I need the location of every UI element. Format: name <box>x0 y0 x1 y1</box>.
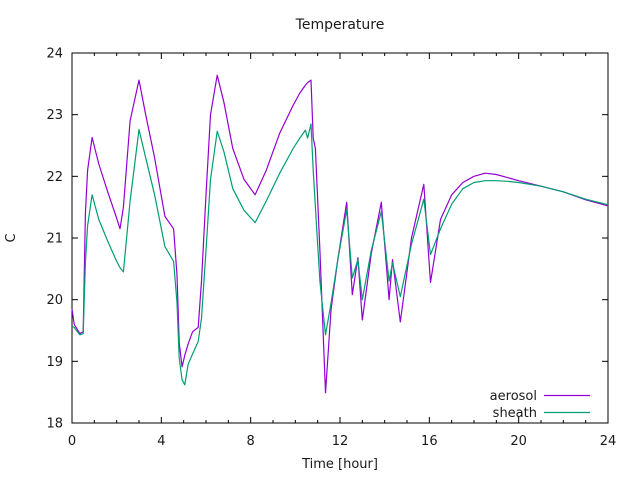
y-tick-label: 21 <box>46 232 63 247</box>
y-tick-label: 23 <box>46 108 63 123</box>
x-tick-label: 24 <box>600 434 617 449</box>
plot-border <box>71 52 609 424</box>
series-line-aerosol <box>71 74 609 394</box>
x-tick-label: 0 <box>68 434 76 449</box>
legend: aerosol sheath <box>490 389 590 421</box>
legend-label-aerosol: aerosol <box>490 389 537 404</box>
y-tick-label: 20 <box>46 293 63 308</box>
axes: 0 4 8 12 16 20 24 18 19 20 21 22 23 24 <box>46 47 616 450</box>
x-axis-label: Time [hour] <box>301 457 378 472</box>
y-tick-label: 19 <box>46 355 63 370</box>
y-tick-label: 22 <box>46 170 63 185</box>
series-lines <box>71 74 609 394</box>
series-line-sheath <box>71 123 609 386</box>
legend-label-sheath: sheath <box>493 406 537 421</box>
x-tick-label: 16 <box>421 434 438 449</box>
x-tick-label: 20 <box>510 434 527 449</box>
y-tick-label: 24 <box>46 47 63 62</box>
y-tick-label: 18 <box>46 417 63 432</box>
chart-title: Temperature <box>295 17 385 33</box>
x-tick-label: 12 <box>332 434 349 449</box>
x-tick-label: 8 <box>247 434 255 449</box>
y-axis-label: C <box>4 233 19 242</box>
x-tick-label: 4 <box>157 434 165 449</box>
